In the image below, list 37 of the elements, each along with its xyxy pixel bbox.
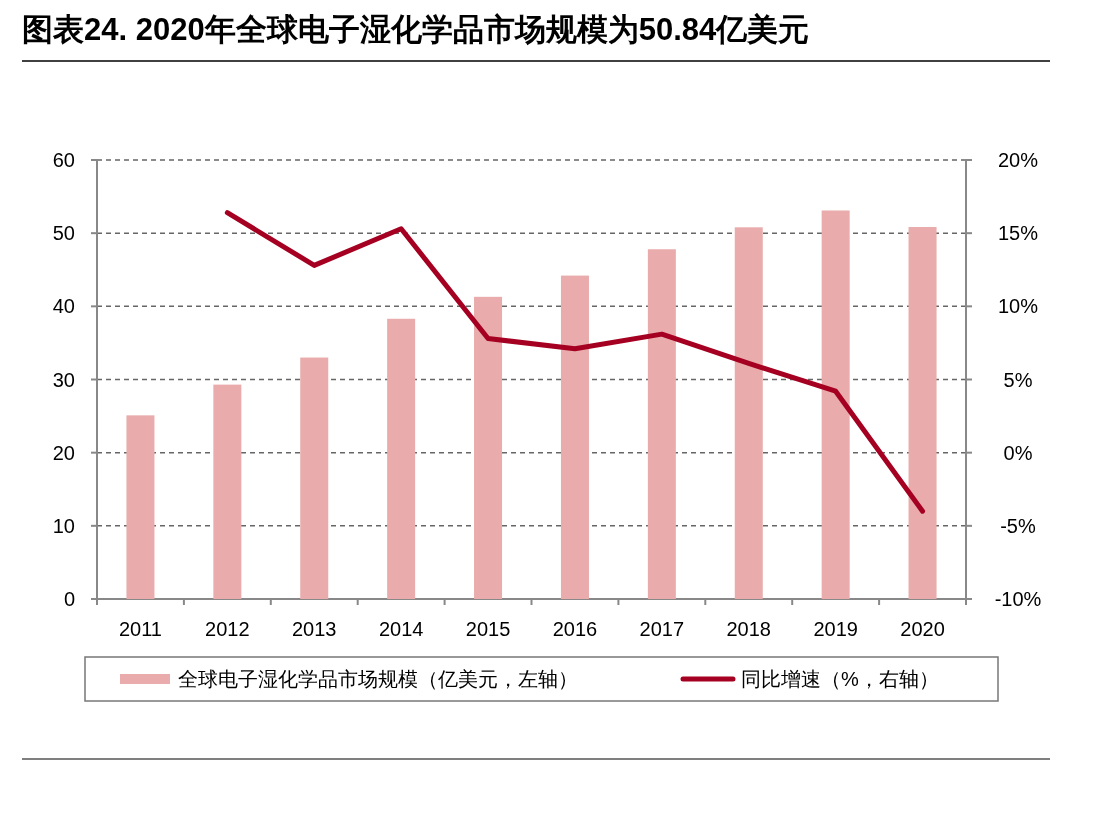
y-tick-label: 0 <box>63 588 75 610</box>
x-tick-label: 2011 <box>118 618 162 640</box>
chart-title: 图表24. 2020年全球电子湿化学品市场规模为50.84亿美元 <box>22 12 810 47</box>
x-tick-label: 2020 <box>900 618 945 640</box>
bar <box>213 384 242 599</box>
y-tick-label: 30 <box>52 368 75 391</box>
y2-tick-label: 5% <box>1003 368 1033 391</box>
x-tick-label: 2012 <box>205 618 250 640</box>
y2-tick-label: 0% <box>1003 441 1033 464</box>
bar <box>560 275 589 599</box>
x-tick-label: 2013 <box>292 618 337 640</box>
x-tick-label: 2014 <box>378 618 424 640</box>
bar <box>734 227 763 599</box>
bar <box>126 415 155 599</box>
x-tick-label: 2018 <box>726 618 771 640</box>
y2-tick-label: -5% <box>1000 514 1036 537</box>
y-tick-label: 60 <box>52 149 75 171</box>
x-tick-label: 2017 <box>639 618 685 640</box>
bar <box>821 210 850 599</box>
y-tick-label: 50 <box>52 222 75 245</box>
bar <box>387 318 416 599</box>
x-tick-label: 2016 <box>552 618 598 640</box>
bar <box>908 227 937 599</box>
y2-tick-label: -10% <box>994 588 1042 610</box>
y-tick-label: 20 <box>52 441 75 464</box>
bar <box>300 357 329 599</box>
y2-tick-label: 10% <box>997 295 1039 318</box>
y2-tick-label: 20% <box>997 149 1039 171</box>
legend-label: 全球电子湿化学品市场规模（亿美元，左轴） <box>178 668 578 690</box>
legend-label: 同比增速（%，右轴） <box>741 668 939 690</box>
bar <box>474 296 503 599</box>
y-tick-label: 10 <box>52 514 75 537</box>
y2-tick-label: 15% <box>997 222 1039 245</box>
y-tick-label: 40 <box>52 295 75 318</box>
bar <box>647 249 676 599</box>
x-tick-label: 2019 <box>813 618 858 640</box>
x-tick-label: 2015 <box>465 618 511 640</box>
